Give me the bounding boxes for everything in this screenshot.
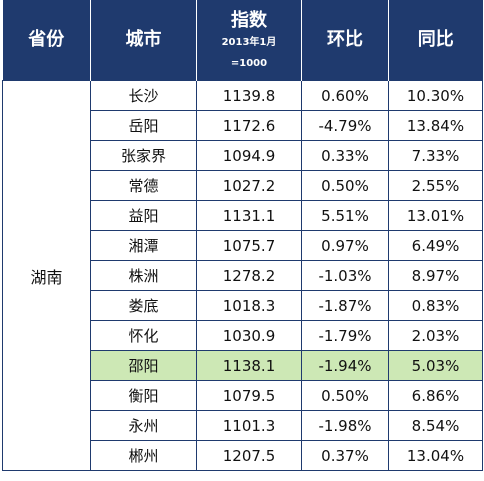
mom-cell: 0.50% — [301, 170, 389, 201]
yoy-cell: 13.04% — [388, 440, 483, 471]
mom-cell: -1.87% — [301, 290, 389, 321]
city-cell: 永州 — [90, 410, 197, 441]
mom-cell: -1.94% — [301, 350, 389, 381]
index-cell: 1018.3 — [196, 290, 302, 321]
city-cell: 邵阳 — [90, 350, 197, 381]
table-row: 永州 1101.3 -1.98% 8.54% — [3, 410, 483, 441]
table-row: 郴州 1207.5 0.37% 13.04% — [3, 440, 483, 471]
table-row: 湖南 长沙 1139.8 0.60% 10.30% — [2, 80, 483, 471]
table-row: 株洲 1278.2 -1.03% 8.97% — [3, 260, 483, 291]
mom-cell: -1.98% — [301, 410, 389, 441]
price-index-table: 省份 城市 指数 2013年1月 =1000 环比 同比 湖南 长沙 1139.8 0… — [2, 0, 483, 471]
index-cell: 1030.9 — [196, 320, 302, 351]
table-row: 张家界 1094.9 0.33% 7.33% — [3, 140, 483, 171]
header-index: 指数 2013年1月 =1000 — [196, 0, 302, 81]
index-cell: 1094.9 — [196, 140, 302, 171]
table-row: 怀化 1030.9 -1.79% 2.03% — [3, 320, 483, 351]
index-cell: 1131.1 — [196, 200, 302, 231]
table-row: 湘潭 1075.7 0.97% 6.49% — [3, 230, 483, 261]
mom-cell: -1.03% — [301, 260, 389, 291]
table-body: 湖南 长沙 1139.8 0.60% 10.30% 岳阳 1172.6 -4.79% 13.84… — [2, 80, 483, 471]
mom-cell: 0.33% — [301, 140, 389, 171]
yoy-cell: 8.54% — [388, 410, 483, 441]
index-cell: 1075.7 — [196, 230, 302, 261]
table-row: 娄底 1018.3 -1.87% 0.83% — [3, 290, 483, 321]
city-cell: 郴州 — [90, 440, 197, 471]
table-header-row: 省份 城市 指数 2013年1月 =1000 环比 同比 — [2, 0, 483, 81]
yoy-cell: 2.55% — [388, 170, 483, 201]
mom-cell: 0.97% — [301, 230, 389, 261]
header-index-base: =1000 — [230, 57, 268, 69]
header-mom: 环比 — [301, 0, 389, 81]
table-row: 常德 1027.2 0.50% 2.55% — [3, 170, 483, 201]
city-cell: 株洲 — [90, 260, 197, 291]
city-cell: 益阳 — [90, 200, 197, 231]
header-city: 城市 — [90, 0, 197, 81]
header-province: 省份 — [2, 0, 91, 81]
yoy-cell: 5.03% — [388, 350, 483, 381]
index-cell: 1101.3 — [196, 410, 302, 441]
mom-cell: 5.51% — [301, 200, 389, 231]
index-cell: 1138.1 — [196, 350, 302, 381]
mom-cell: -4.79% — [301, 110, 389, 141]
city-cell: 张家界 — [90, 140, 197, 171]
yoy-cell: 13.84% — [388, 110, 483, 141]
mom-cell: 0.60% — [301, 80, 389, 111]
city-cell: 怀化 — [90, 320, 197, 351]
yoy-cell: 8.97% — [388, 260, 483, 291]
index-cell: 1027.2 — [196, 170, 302, 201]
province-cell: 湖南 — [2, 80, 91, 471]
table-row: 益阳 1131.1 5.51% 13.01% — [3, 200, 483, 231]
yoy-cell: 13.01% — [388, 200, 483, 231]
yoy-cell: 6.86% — [388, 380, 483, 411]
header-index-title: 指数 — [231, 10, 267, 32]
yoy-cell: 10.30% — [388, 80, 483, 111]
city-cell: 娄底 — [90, 290, 197, 321]
mom-cell: 0.37% — [301, 440, 389, 471]
index-cell: 1172.6 — [196, 110, 302, 141]
yoy-cell: 2.03% — [388, 320, 483, 351]
city-cell: 常德 — [90, 170, 197, 201]
city-cell: 长沙 — [90, 80, 197, 111]
index-cell: 1139.8 — [196, 80, 302, 111]
city-cell: 岳阳 — [90, 110, 197, 141]
index-cell: 1079.5 — [196, 380, 302, 411]
yoy-cell: 6.49% — [388, 230, 483, 261]
mom-cell: 0.50% — [301, 380, 389, 411]
city-cell: 衡阳 — [90, 380, 197, 411]
header-yoy: 同比 — [388, 0, 483, 81]
yoy-cell: 7.33% — [388, 140, 483, 171]
index-cell: 1207.5 — [196, 440, 302, 471]
table-row: 岳阳 1172.6 -4.79% 13.84% — [3, 110, 483, 141]
city-cell: 湘潭 — [90, 230, 197, 261]
index-cell: 1278.2 — [196, 260, 302, 291]
yoy-cell: 0.83% — [388, 290, 483, 321]
mom-cell: -1.79% — [301, 320, 389, 351]
header-index-subtitle: 2013年1月 — [221, 36, 277, 48]
